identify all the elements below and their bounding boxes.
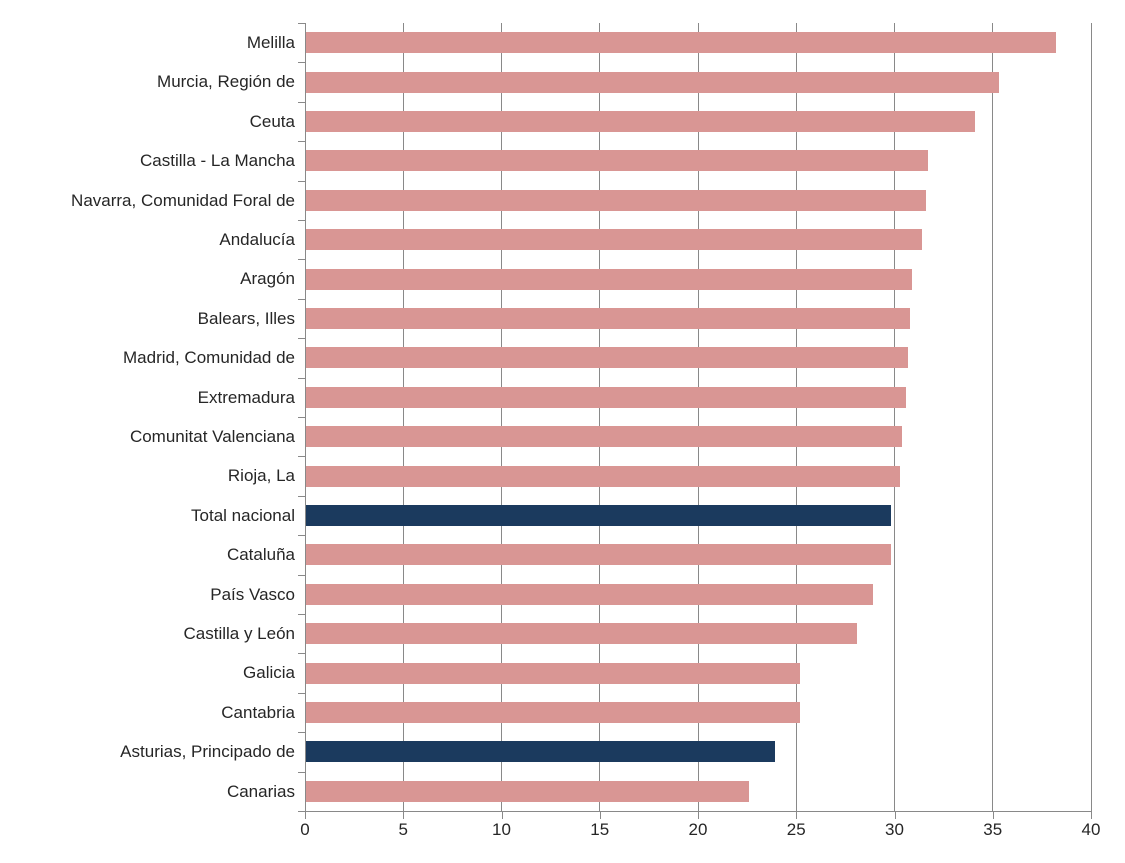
category-label: Navarra, Comunidad Foral de [71, 190, 295, 210]
bar [305, 662, 801, 684]
y-axis-tick [298, 535, 305, 536]
category-label: Cataluña [226, 545, 295, 565]
category-label: Extremadura [197, 387, 295, 407]
bar [305, 741, 775, 763]
bar [305, 71, 999, 93]
y-axis-line [305, 23, 306, 812]
y-axis-tick [298, 417, 305, 418]
x-axis-tick [305, 811, 306, 819]
y-axis-tick [298, 220, 305, 221]
x-axis-tick [1091, 811, 1092, 819]
y-axis-tick [298, 772, 305, 773]
x-axis-tick-label: 40 [1081, 820, 1101, 839]
y-axis-tick [298, 653, 305, 654]
bar [305, 426, 903, 448]
category-label: Comunitat Valenciana [129, 427, 295, 446]
category-label: Canarias [226, 781, 295, 801]
category-label: Balears, Illes [197, 308, 295, 328]
gridline [599, 23, 601, 811]
bar [305, 229, 922, 251]
y-axis-tick [298, 23, 305, 24]
gridline [795, 23, 797, 811]
bar [305, 465, 901, 487]
bar [305, 702, 801, 723]
category-label: Asturias, Principado de [120, 742, 295, 762]
category-label: Galicia [243, 663, 295, 683]
x-axis-tick [501, 811, 503, 819]
y-axis-tick [298, 259, 305, 260]
y-axis-tick [298, 575, 305, 576]
category-label: Murcia, Región de [157, 72, 295, 92]
category-label: Andalucía [219, 230, 295, 249]
y-axis-tick [298, 338, 305, 339]
gridline [992, 23, 994, 811]
y-axis-tick [298, 62, 305, 63]
bar [305, 583, 873, 605]
bar [305, 386, 907, 408]
y-axis-tick [298, 693, 305, 694]
x-axis-tick-label: 20 [688, 820, 708, 839]
x-axis-tick [992, 811, 994, 819]
bar [305, 150, 928, 172]
x-axis-tick [403, 811, 405, 819]
gridline [402, 23, 404, 811]
category-label: Total nacional [191, 505, 295, 525]
y-axis-tick [298, 456, 305, 457]
category-label: Melilla [246, 33, 295, 52]
bar [305, 32, 1056, 54]
category-label: Ceuta [249, 111, 295, 131]
bar [305, 268, 913, 290]
bar [305, 189, 926, 211]
bar [305, 623, 858, 645]
y-axis-tick [298, 181, 305, 182]
bar [305, 505, 891, 526]
x-axis-tick-label: 35 [983, 820, 1003, 839]
gridline [1090, 23, 1092, 811]
x-axis-tick [599, 811, 601, 819]
y-axis-tick [298, 732, 305, 733]
category-label: País Vasco [210, 584, 295, 604]
gridline [501, 23, 502, 811]
y-axis-tick [298, 299, 305, 300]
x-axis-tick [894, 811, 896, 819]
x-axis-tick-label: 10 [492, 820, 511, 839]
y-axis-tick [298, 614, 305, 615]
category-label: Castilla y León [183, 624, 295, 643]
y-axis-tick [298, 378, 305, 379]
x-axis-tick-label: 15 [590, 820, 610, 839]
bar [305, 780, 750, 802]
gridline [894, 23, 895, 811]
plot-area [305, 23, 1092, 811]
x-axis-tick-label: 0 [300, 820, 310, 839]
x-axis-tick [698, 811, 699, 819]
x-axis-tick-label: 5 [398, 820, 408, 839]
category-label: Cantabria [221, 702, 295, 722]
y-axis-tick [298, 496, 305, 497]
x-axis-tick-label: 30 [885, 820, 904, 839]
x-axis-tick-label: 25 [786, 820, 806, 839]
y-axis-tick [298, 811, 305, 812]
bar [305, 544, 891, 566]
category-label: Aragón [240, 269, 295, 289]
x-axis-line [298, 811, 1092, 812]
x-axis-tick [796, 811, 798, 819]
category-label: Rioja, La [227, 466, 295, 486]
category-label: Castilla - La Mancha [140, 151, 295, 171]
bar [305, 111, 976, 132]
category-label: Madrid, Comunidad de [123, 348, 295, 368]
y-axis-tick [298, 141, 305, 142]
bar [305, 347, 909, 369]
gridline [697, 23, 699, 811]
y-axis-tick [298, 102, 305, 103]
bar [305, 308, 911, 329]
